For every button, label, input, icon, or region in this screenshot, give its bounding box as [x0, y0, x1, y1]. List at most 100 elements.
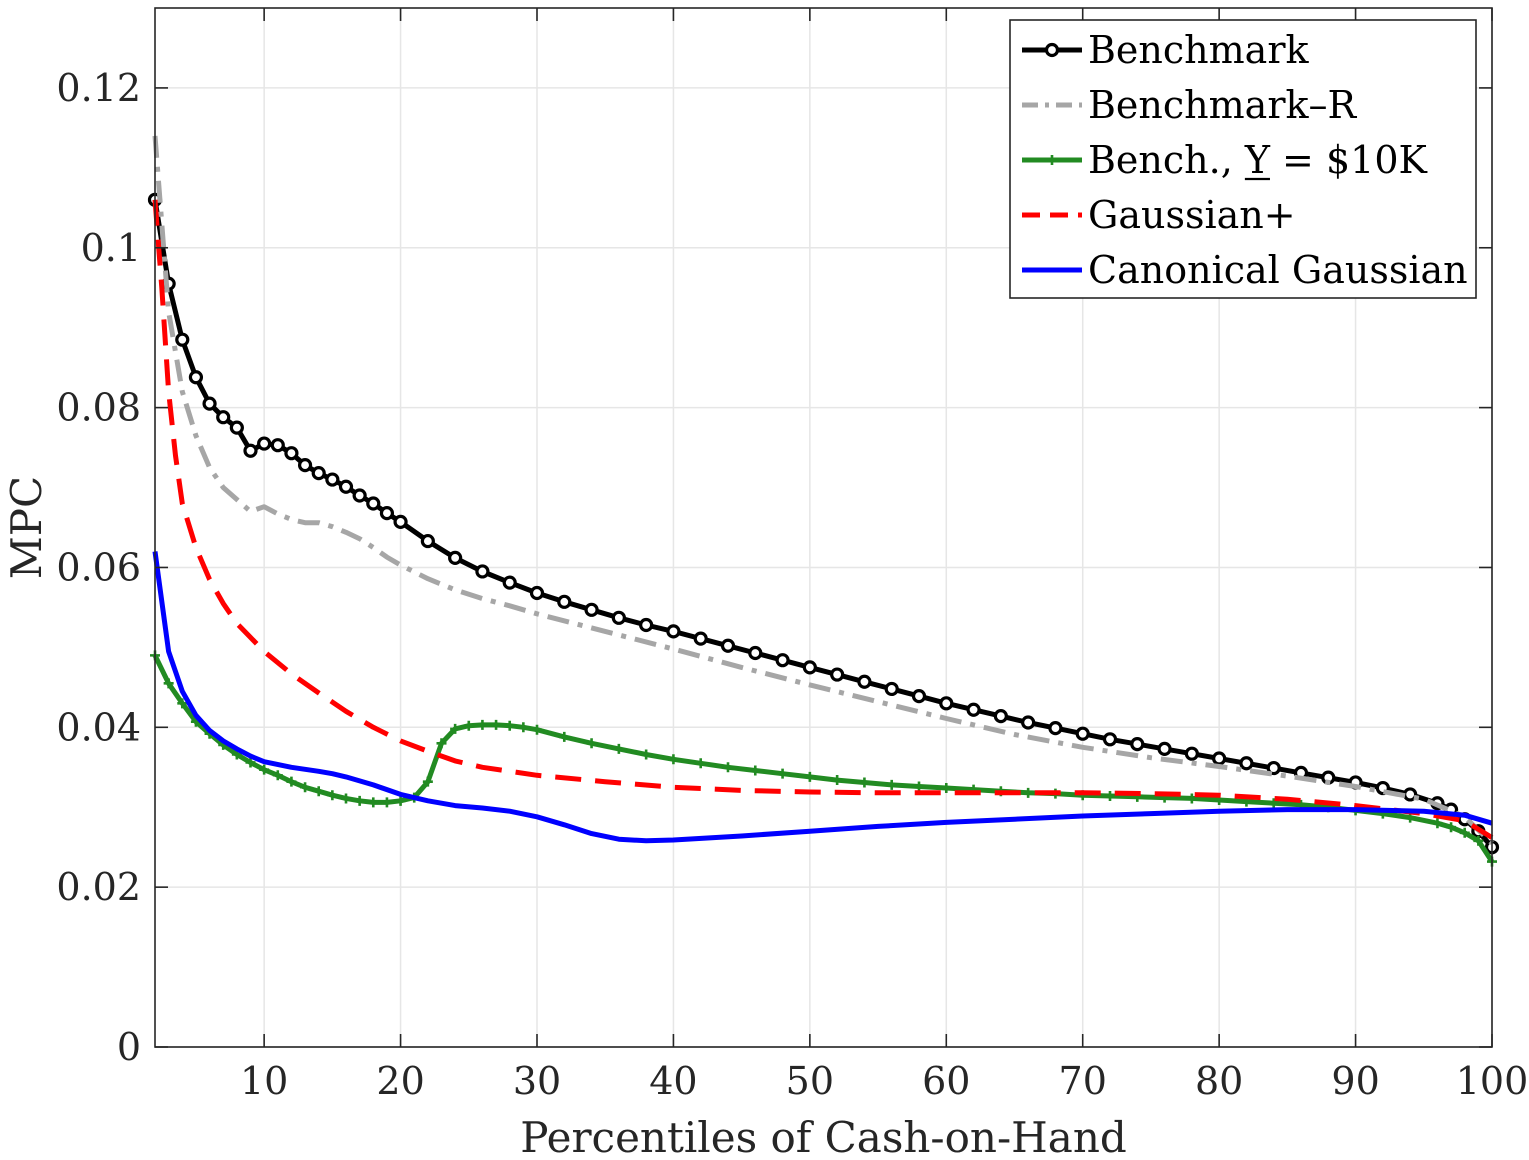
- data-point: [188, 370, 204, 385]
- x-tick-label: 90: [1331, 1059, 1379, 1103]
- series-bench-y-10k: [150, 650, 1497, 867]
- data-point: [504, 720, 515, 731]
- data-point: [338, 479, 354, 494]
- legend-item-gaussian: Gaussian+: [1022, 193, 1296, 237]
- data-point: [450, 723, 461, 734]
- legend-box: [1009, 19, 1477, 299]
- series-benchmark-r: [152, 135, 1494, 845]
- data-point: [284, 446, 299, 461]
- data-point: [257, 436, 272, 451]
- data-point: [723, 762, 733, 773]
- series-line-gaussian: [152, 199, 1494, 840]
- data-point: [832, 775, 843, 786]
- data-point: [639, 617, 654, 633]
- y-tick-label: 0.04: [56, 705, 141, 749]
- axes-box: [154, 7, 1493, 1048]
- data-point: [1023, 787, 1034, 798]
- x-tick-label: 50: [786, 1059, 834, 1103]
- data-point: [395, 795, 406, 806]
- data-point: [393, 514, 408, 530]
- legend-item-benchmark-r: Benchmark–R: [1022, 83, 1358, 127]
- data-point: [1021, 715, 1036, 730]
- data-point: [352, 488, 367, 503]
- x-tick-label: 100: [1456, 1059, 1529, 1103]
- y-tick-labels: 0 0.02 0.04 0.06 0.08 0.1 0.12: [56, 66, 141, 1069]
- data-point: [775, 653, 790, 668]
- data-point: [1105, 791, 1115, 802]
- data-point: [422, 776, 433, 787]
- data-point: [243, 443, 258, 458]
- data-point: [777, 768, 788, 779]
- data-point: [939, 696, 954, 711]
- data-point: [502, 575, 517, 590]
- data-point: [270, 438, 285, 453]
- data-point: [1130, 736, 1145, 752]
- data-point: [830, 667, 845, 682]
- y-axis-label: MPC: [2, 476, 51, 579]
- data-point: [529, 585, 545, 601]
- series-canonical-gaussian: [152, 551, 1493, 844]
- data-point: [272, 770, 283, 781]
- data-point: [420, 533, 435, 549]
- data-point: [1239, 756, 1254, 771]
- data-point: [1446, 822, 1457, 833]
- data-point: [557, 594, 572, 609]
- data-point: [1157, 741, 1172, 756]
- y-tick-label: 0.02: [56, 865, 141, 909]
- legend-label: Benchmark: [1088, 28, 1309, 72]
- data-point: [245, 757, 256, 768]
- legend-item-bench-y-10k: Bench., Y = $10K: [1022, 138, 1427, 182]
- data-point: [448, 550, 463, 565]
- data-point: [693, 631, 708, 646]
- data-point: [914, 781, 924, 792]
- data-point: [1075, 726, 1090, 741]
- data-point: [1473, 835, 1484, 846]
- data-point: [668, 754, 679, 765]
- x-tick-label: 10: [240, 1059, 288, 1103]
- data-point: [175, 332, 190, 347]
- data-point: [884, 681, 899, 697]
- data-point: [750, 765, 761, 776]
- y-tick-label: 0.08: [56, 386, 141, 430]
- data-point: [477, 719, 488, 730]
- data-point: [613, 743, 624, 754]
- series-gaussian: [152, 199, 1494, 840]
- tick-marks: [155, 8, 1493, 1048]
- series-layer: [147, 135, 1500, 867]
- data-point: [202, 396, 217, 411]
- legend-label: Bench., Y = $10K: [1088, 138, 1427, 182]
- data-point: [475, 564, 490, 579]
- legend: Benchmark Benchmark–R Bench., Y = $10K Gaus…: [1009, 19, 1477, 299]
- data-point: [311, 466, 326, 481]
- data-point: [584, 602, 599, 617]
- series-line-benchmark-r: [152, 135, 1494, 845]
- y-tick-label: 0.06: [56, 545, 141, 589]
- data-point: [666, 624, 681, 639]
- data-point: [804, 771, 815, 782]
- data-point: [941, 783, 952, 794]
- data-point: [327, 790, 338, 801]
- y-tick-label: 0.12: [56, 66, 141, 110]
- data-point: [259, 764, 270, 775]
- data-point: [886, 779, 897, 790]
- legend-label: Gaussian+: [1088, 193, 1296, 237]
- data-point: [463, 720, 474, 731]
- legend-item-benchmark: Benchmark: [1022, 28, 1309, 72]
- data-point: [229, 420, 244, 435]
- data-point: [436, 738, 447, 749]
- x-tick-label: 20: [376, 1059, 424, 1103]
- data-point: [177, 698, 188, 709]
- data-point: [859, 777, 870, 788]
- data-point: [491, 719, 502, 730]
- legend-item-canonical-gaussian: Canonical Gaussian: [1022, 248, 1468, 292]
- data-point: [1268, 798, 1279, 809]
- data-point: [559, 731, 570, 742]
- data-point: [368, 797, 379, 808]
- y-tick-label: 0: [117, 1025, 141, 1069]
- x-tick-label: 80: [1195, 1059, 1243, 1103]
- data-point: [586, 738, 597, 749]
- series-line-canonical-gaussian: [152, 551, 1493, 844]
- series-benchmark: [147, 192, 1500, 855]
- data-point: [532, 724, 542, 735]
